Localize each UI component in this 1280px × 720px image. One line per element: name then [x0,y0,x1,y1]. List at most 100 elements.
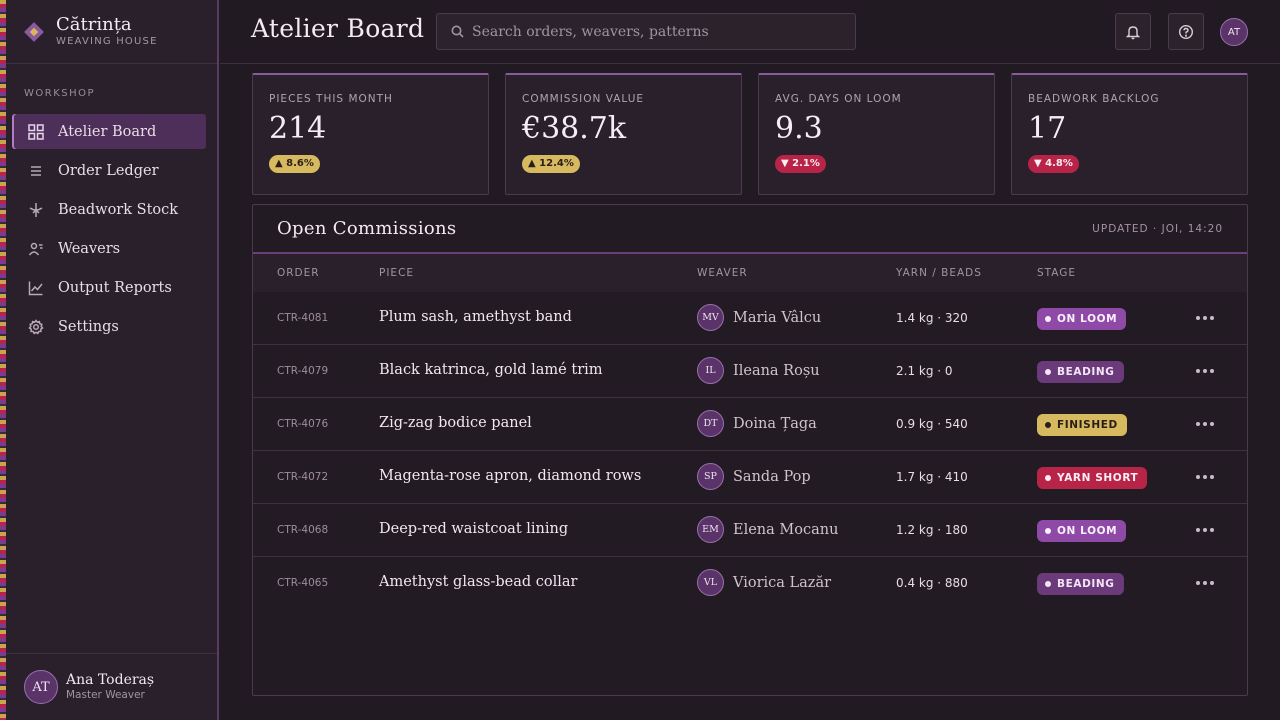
sidebar-item-order-ledger[interactable]: Order Ledger [12,153,206,188]
user-name: Ana Toderaș [66,672,155,688]
weaver-name: Elena Mocanu [733,521,839,538]
table-row[interactable]: CTR-4065 Amethyst glass-bead collar VL Vi… [253,557,1247,610]
weaver-cell: VL Viorica Lazăr [697,569,831,596]
kpi-label: COMMISSION VALUE [522,93,645,105]
table-body: CTR-4081 Plum sash, amethyst band MV Mari… [253,292,1247,610]
column-header-order[interactable]: ORDER [277,267,320,279]
brand-diamond-icon [24,21,44,42]
sidebar-item-label: Output Reports [58,279,172,296]
help-icon [1178,24,1194,39]
avatar: DT [697,410,724,437]
weaver-cell: DT Doina Țaga [697,410,817,437]
help-button[interactable] [1168,13,1204,50]
sidebar-item-weavers[interactable]: Weavers [12,231,206,266]
kpi-value: 9.3 [775,111,823,146]
order-id: CTR-4068 [277,524,329,536]
weaver-cell: EM Elena Mocanu [697,516,838,543]
status-badge: BEADING [1037,573,1124,595]
search-icon [451,25,464,38]
sidebar-item-label: Weavers [58,240,121,257]
avatar: MV [697,304,724,331]
kpi-value: 17 [1028,111,1067,146]
nav-section-label: WORKSHOP [24,88,96,99]
status-badge: BEADING [1037,361,1124,383]
sidebar-item-beadwork-stock[interactable]: Beadwork Stock [12,192,206,227]
row-more-button[interactable] [1193,572,1217,594]
piece-name: Black katrinca, gold lamé trim [379,362,603,378]
weaver-name: Doina Țaga [733,415,817,432]
weaver-cell: SP Sanda Pop [697,463,811,490]
status-badge: FINISHED [1037,414,1127,436]
sidebar-nav: Atelier Board Order Ledger Beadwork Stoc… [12,114,206,348]
status-badge: ON LOOM [1037,308,1127,330]
gear-icon [28,318,44,335]
current-user[interactable]: AT Ana Toderaș Master Weaver [6,653,217,720]
avatar: SP [697,463,724,490]
weaver-name: Sanda Pop [733,468,811,485]
order-id: CTR-4072 [277,471,329,483]
piece-name: Magenta-rose apron, diamond rows [379,468,642,484]
weaver-name: Ileana Roșu [733,362,820,379]
yarn-beads: 0.4 kg · 880 [896,576,968,590]
kpi-delta-badge: ▲ 12.4% [522,155,580,173]
kpi-label: BEADWORK BACKLOG [1028,93,1160,105]
notifications-button[interactable] [1115,13,1151,50]
status-badge: ON LOOM [1037,520,1127,542]
kpi-card-beadwork-backlog[interactable]: BEADWORK BACKLOG 17 ▼ 4.8% [1011,73,1248,195]
piece-name: Amethyst glass-bead collar [379,574,578,590]
avatar: VL [697,569,724,596]
column-header-piece[interactable]: PIECE [379,267,415,279]
kpi-card-commission-value[interactable]: COMMISSION VALUE €38.7k ▲ 12.4% [505,73,742,195]
yarn-beads: 1.4 kg · 320 [896,311,968,325]
panel-header: Open Commissions UPDATED · JOI, 14:20 [253,205,1247,254]
table-row[interactable]: CTR-4072 Magenta-rose apron, diamond row… [253,451,1247,504]
order-id: CTR-4081 [277,312,329,324]
row-more-button[interactable] [1193,413,1217,435]
piece-name: Deep-red waistcoat lining [379,521,569,537]
row-more-button[interactable] [1193,519,1217,541]
panel-title: Open Commissions [277,218,457,239]
yarn-beads: 0.9 kg · 540 [896,417,968,431]
piece-name: Plum sash, amethyst band [379,309,572,325]
kpi-card-pieces[interactable]: PIECES THIS MONTH 214 ▲ 8.6% [252,73,489,195]
kpi-label: PIECES THIS MONTH [269,93,393,105]
brand[interactable]: Cătrința WEAVING HOUSE [6,0,217,64]
status-badge: YARN SHORT [1037,467,1148,489]
kpi-value: 214 [269,111,327,146]
order-id: CTR-4076 [277,418,329,430]
avatar: AT [24,670,58,704]
list-icon [28,163,44,179]
search-input[interactable] [472,23,832,40]
column-header-weaver[interactable]: WEAVER [697,267,748,279]
row-more-button[interactable] [1193,360,1217,382]
kpi-label: AVG. DAYS ON LOOM [775,93,902,105]
weaver-cell: IL Ileana Roșu [697,357,820,384]
topbar: Atelier Board AT [220,0,1280,64]
kpi-cards: PIECES THIS MONTH 214 ▲ 8.6% COMMISSION … [252,73,1248,195]
yarn-beads: 1.7 kg · 410 [896,470,968,484]
table-row[interactable]: CTR-4081 Plum sash, amethyst band MV Mari… [253,292,1247,345]
users-icon [28,241,44,257]
sidebar-item-settings[interactable]: Settings [12,309,206,344]
open-commissions-panel: Open Commissions UPDATED · JOI, 14:20 OR… [252,204,1248,696]
table-row[interactable]: CTR-4076 Zig-zag bodice panel DT Doina Ța… [253,398,1247,451]
column-header-yarn-beads[interactable]: YARN / BEADS [896,267,982,279]
header-avatar[interactable]: AT [1220,18,1248,46]
row-more-button[interactable] [1193,466,1217,488]
yarn-beads: 1.2 kg · 180 [896,523,968,537]
column-header-stage[interactable]: STAGE [1037,267,1077,279]
table-row[interactable]: CTR-4068 Deep-red waistcoat lining EM Ele… [253,504,1247,557]
search-box[interactable] [436,13,856,50]
table-row[interactable]: CTR-4079 Black katrinca, gold lamé trim … [253,345,1247,398]
weaver-name: Viorica Lazăr [733,574,832,591]
sidebar-item-atelier-board[interactable]: Atelier Board [12,114,206,149]
bell-icon [1125,25,1141,39]
sidebar-item-output-reports[interactable]: Output Reports [12,270,206,305]
weaver-cell: MV Maria Vâlcu [697,304,821,331]
row-more-button[interactable] [1193,307,1217,329]
avatar: EM [697,516,724,543]
kpi-card-avg-days[interactable]: AVG. DAYS ON LOOM 9.3 ▼ 2.1% [758,73,995,195]
user-role: Master Weaver [66,689,145,701]
piece-name: Zig-zag bodice panel [379,415,532,431]
line-chart-icon [28,280,44,296]
